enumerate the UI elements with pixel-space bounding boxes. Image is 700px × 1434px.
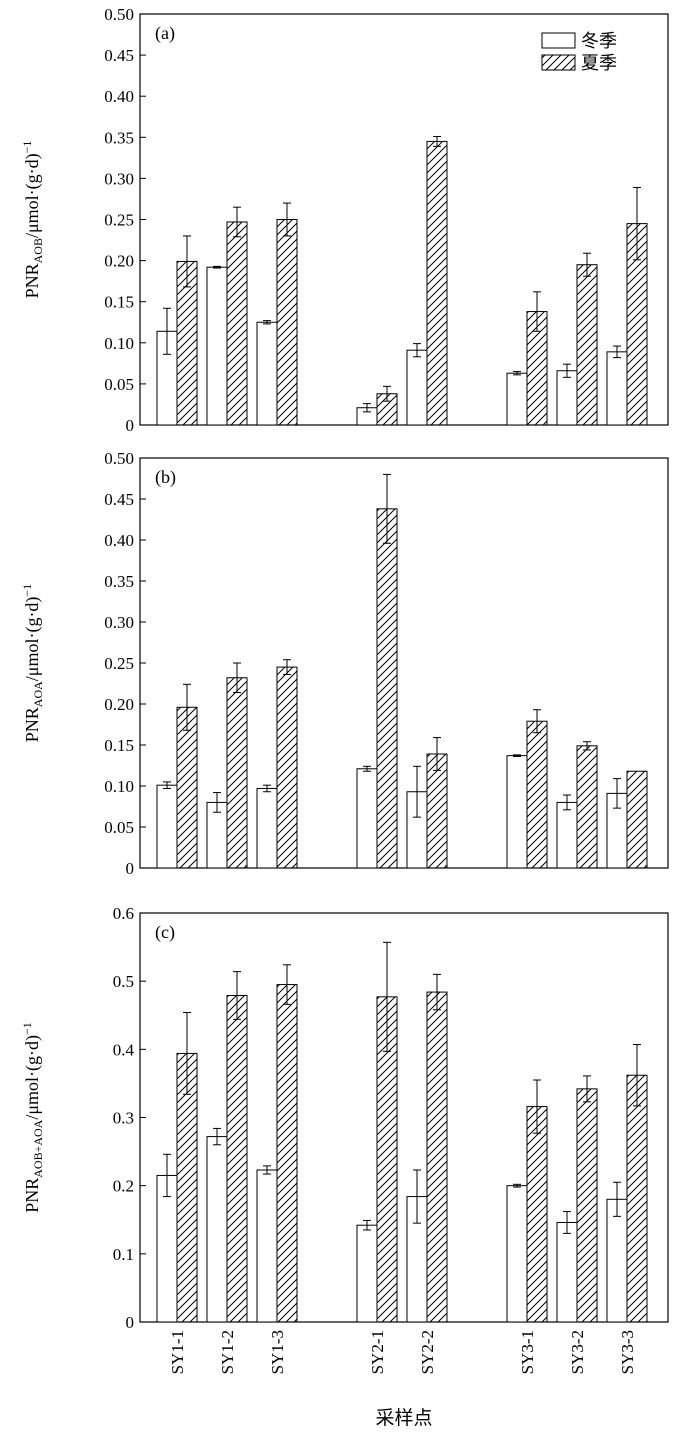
y-tick-label: 0.3 xyxy=(113,1109,134,1128)
y-tick-label: 0.20 xyxy=(104,695,134,714)
panel-label: (c) xyxy=(155,922,175,943)
summer-bar xyxy=(226,677,248,869)
summer-bar xyxy=(526,720,548,869)
legend-swatch-winter xyxy=(541,32,576,49)
summer-bar xyxy=(426,140,448,426)
y-tick-label: 0.30 xyxy=(104,169,134,188)
y-tick-label: 0.35 xyxy=(104,572,134,591)
chart-panel-2: 0 0.05 0.10 0.15 0.20 0.25 0.30 0.35 0.40 0.45 0.5… xyxy=(20,449,669,878)
y-tick-label: 0.1 xyxy=(113,1245,134,1264)
summer-bar xyxy=(576,1088,598,1323)
summer-bar xyxy=(176,706,198,869)
y-tick-label: 0.15 xyxy=(104,736,134,755)
y-tick-label: 0.10 xyxy=(104,334,134,353)
y-tick-label: 0.10 xyxy=(104,777,134,796)
summer-bar xyxy=(426,991,448,1323)
y-tick-label: 0.50 xyxy=(104,5,134,24)
winter-bar xyxy=(556,1221,578,1323)
y-tick-label: 0.5 xyxy=(113,972,134,991)
x-tick-label: SY3-3 xyxy=(618,1330,637,1374)
panel-label: (b) xyxy=(155,467,176,488)
summer-bar xyxy=(226,221,248,426)
winter-bar xyxy=(506,755,528,869)
summer-bar xyxy=(626,1074,648,1323)
panel-label: (a) xyxy=(155,23,175,44)
legend-swatch-summer xyxy=(541,54,576,71)
x-tick-label: SY2-2 xyxy=(418,1330,437,1374)
y-tick-label: 0.40 xyxy=(104,87,134,106)
y-tick-label: 0 xyxy=(126,1313,135,1332)
winter-bar xyxy=(156,1174,178,1323)
x-tick-label: SY2-1 xyxy=(368,1330,387,1374)
winter-bar xyxy=(356,1224,378,1323)
y-tick-label: 0.20 xyxy=(104,252,134,271)
y-tick-label: 0 xyxy=(126,416,135,435)
legend-label-winter: 冬季 xyxy=(581,31,617,51)
y-axis-label: PNRAOB+AOA/μmol·(g·d)−1 xyxy=(20,1022,45,1213)
y-tick-label: 0.25 xyxy=(104,654,134,673)
winter-bar xyxy=(206,1136,228,1323)
y-tick-label: 0.6 xyxy=(113,904,134,923)
y-tick-label: 0 xyxy=(126,859,135,878)
winter-bar xyxy=(156,784,178,869)
winter-bar xyxy=(256,321,278,426)
y-tick-label: 0.40 xyxy=(104,531,134,550)
winter-bar xyxy=(506,372,528,426)
summer-bar xyxy=(576,745,598,869)
y-tick-label: 0.25 xyxy=(104,211,134,230)
winter-bar xyxy=(356,768,378,869)
x-axis-title: 采样点 xyxy=(375,1407,432,1429)
summer-bar xyxy=(626,770,648,869)
winter-bar xyxy=(556,370,578,426)
chart-panel-1: 0 0.05 0.10 0.15 0.20 0.25 0.30 0.35 0.40 0.45 0.5… xyxy=(20,5,669,435)
x-tick-label: SY3-2 xyxy=(568,1330,587,1374)
summer-bar xyxy=(376,508,398,869)
x-tick-label: SY1-2 xyxy=(218,1330,237,1374)
x-tick-label: SY1-1 xyxy=(168,1330,187,1374)
legend-label-summer: 夏季 xyxy=(581,53,617,73)
summer-bar xyxy=(226,994,248,1323)
x-tick-label: SY3-1 xyxy=(518,1330,537,1374)
y-tick-label: 0.30 xyxy=(104,613,134,632)
summer-bar xyxy=(276,666,298,869)
summer-bar xyxy=(426,753,448,869)
winter-bar xyxy=(406,349,428,426)
y-axis-label: PNRAOB/μmol·(g·d)−1 xyxy=(20,141,45,299)
winter-bar xyxy=(506,1185,528,1323)
y-tick-label: 0.35 xyxy=(104,128,134,147)
y-tick-label: 0.45 xyxy=(104,490,134,509)
x-tick-label: SY1-3 xyxy=(268,1330,287,1374)
summer-bar xyxy=(276,984,298,1323)
y-tick-label: 0.05 xyxy=(104,375,134,394)
y-tick-label: 0.50 xyxy=(104,449,134,468)
winter-bar xyxy=(256,1169,278,1323)
chart-panel-3: 0 0.1 0.2 0.3 0.4 0.5 0.6 PNRAOB+AOA/μmol·(g·d)… xyxy=(20,904,669,1332)
winter-bar xyxy=(606,1198,628,1323)
summer-bar xyxy=(526,1106,548,1323)
y-tick-label: 0.15 xyxy=(104,293,134,312)
summer-bar xyxy=(576,264,598,426)
y-axis-label: PNRAOA/μmol·(g·d)−1 xyxy=(20,584,45,742)
y-tick-label: 0.4 xyxy=(113,1040,135,1059)
winter-bar xyxy=(206,266,228,426)
y-tick-label: 0.2 xyxy=(113,1177,134,1196)
winter-bar xyxy=(556,801,578,869)
summer-bar xyxy=(276,219,298,426)
winter-bar xyxy=(606,351,628,426)
y-tick-label: 0.45 xyxy=(104,46,134,65)
winter-bar xyxy=(256,787,278,869)
y-tick-label: 0.05 xyxy=(104,818,134,837)
